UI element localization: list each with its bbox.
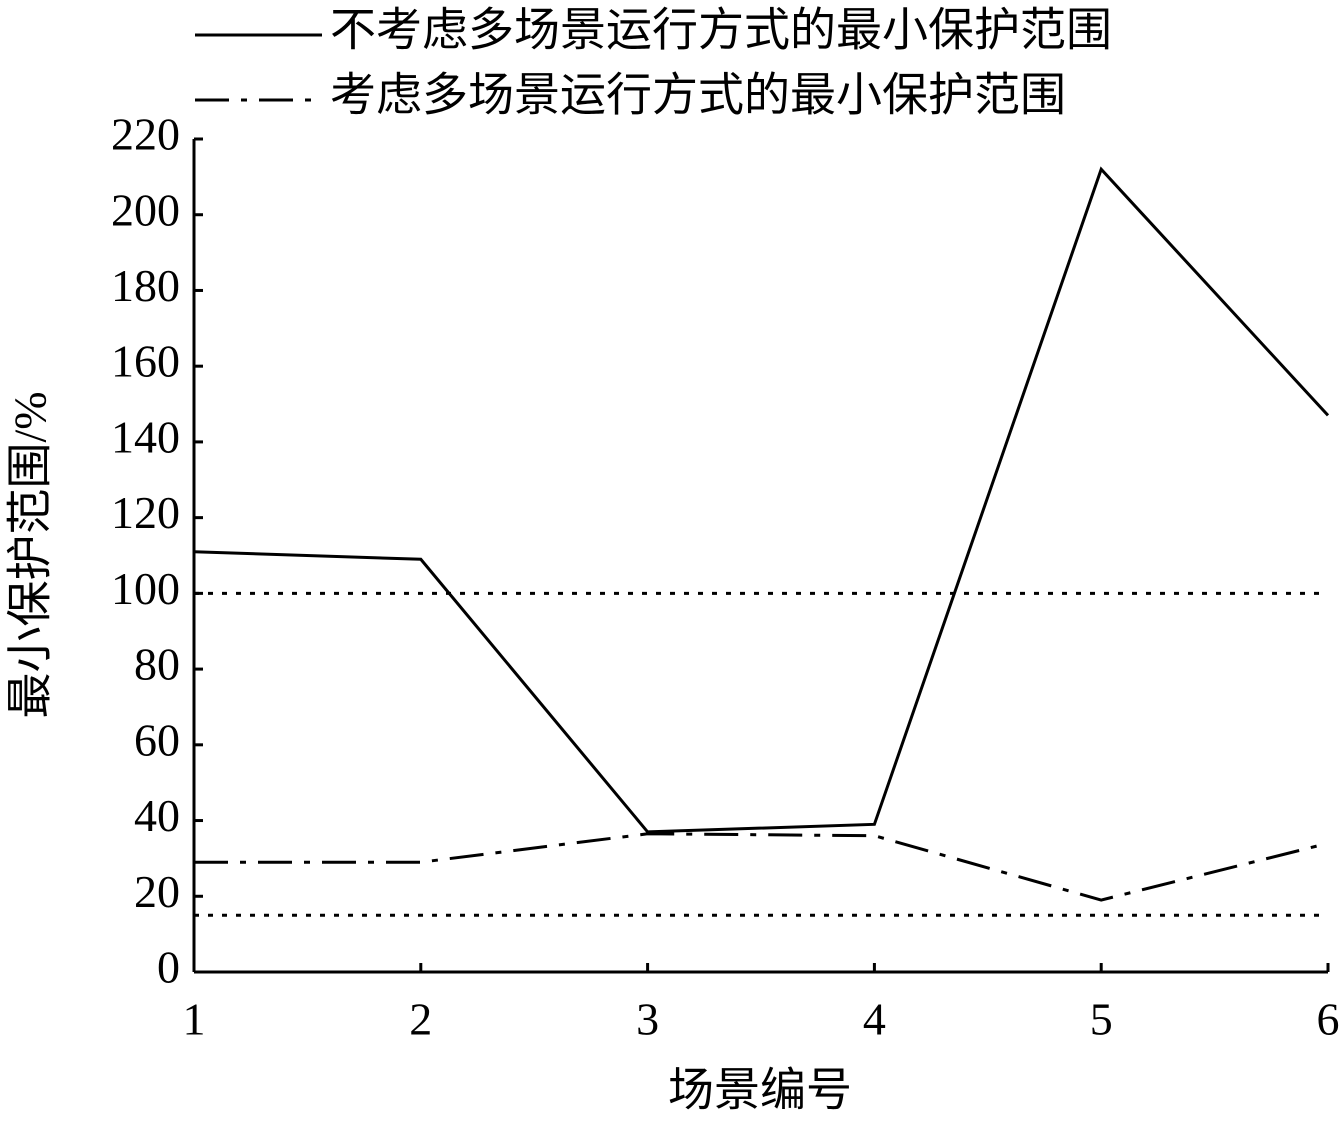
y-tick-label: 200 bbox=[111, 184, 180, 235]
y-tick-label: 40 bbox=[134, 790, 180, 841]
y-tick-label: 60 bbox=[134, 714, 180, 765]
y-tick-label: 180 bbox=[111, 260, 180, 311]
x-tick-label: 5 bbox=[1090, 994, 1113, 1045]
y-tick-label: 160 bbox=[111, 336, 180, 387]
x-tick-label: 4 bbox=[863, 994, 886, 1045]
x-tick-label: 1 bbox=[183, 994, 206, 1045]
y-tick-label: 140 bbox=[111, 411, 180, 462]
y-tick-label: 20 bbox=[134, 866, 180, 917]
y-tick-label: 100 bbox=[111, 563, 180, 614]
y-tick-label: 120 bbox=[111, 487, 180, 538]
y-tick-label: 80 bbox=[134, 639, 180, 690]
x-axis-label: 场景编号 bbox=[668, 1065, 852, 1116]
y-axis-label: 最小保护范围/% bbox=[5, 391, 56, 718]
legend-label: 考虑多场景运行方式的最小保护范围 bbox=[330, 70, 1066, 121]
data-line bbox=[193, 166, 1330, 834]
legend-label: 不考虑多场景运行方式的最小保护范围 bbox=[330, 5, 1112, 56]
data-line bbox=[194, 832, 1329, 902]
x-tick-label: 6 bbox=[1317, 994, 1340, 1045]
x-tick-label: 3 bbox=[636, 994, 659, 1045]
x-tick-label: 2 bbox=[409, 994, 432, 1045]
y-tick-label: 0 bbox=[157, 942, 180, 993]
y-tick-label: 220 bbox=[111, 109, 180, 160]
